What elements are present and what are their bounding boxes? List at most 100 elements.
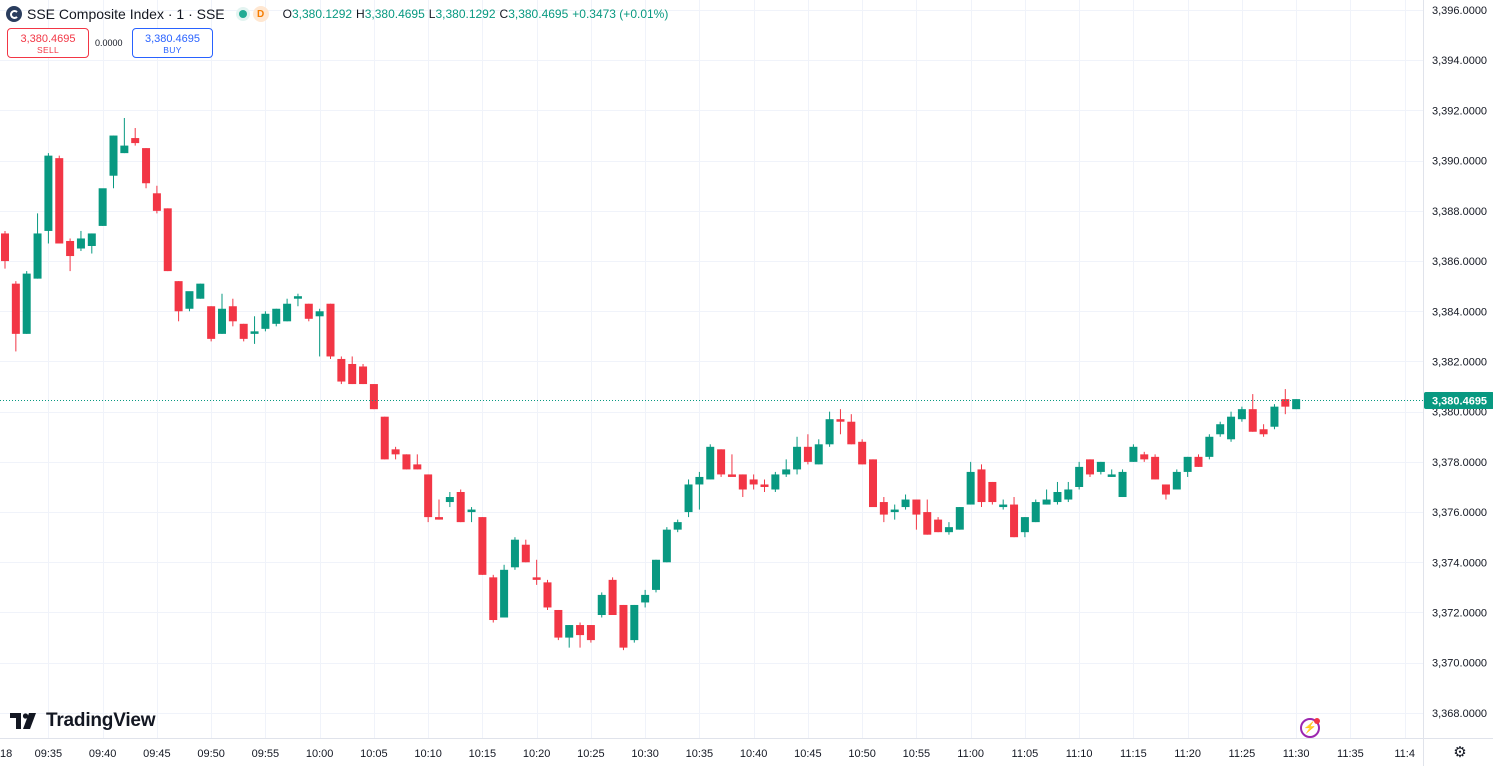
- sse-logo-icon: [6, 6, 22, 22]
- price-change: +0.3473 (+0.01%): [572, 7, 669, 21]
- candle: [261, 311, 270, 332]
- open-value: 3,380.1292: [291, 7, 353, 21]
- candle: [1237, 406, 1246, 422]
- x-tick-label: 11:20: [1174, 748, 1201, 760]
- candle: [76, 230, 85, 252]
- tradingview-logo[interactable]: TradingView: [10, 710, 156, 732]
- candle: [1216, 421, 1225, 437]
- candle-body: [1075, 466, 1084, 487]
- x-tick-label: 10:20: [523, 748, 551, 760]
- candle-body: [510, 539, 519, 568]
- x-tick-label: 09:45: [143, 748, 171, 760]
- candle-body: [1248, 409, 1257, 432]
- candle: [706, 444, 715, 480]
- candle: [218, 293, 226, 334]
- candle: [955, 507, 964, 530]
- candle: [738, 474, 747, 498]
- ohlc-low: L3,380.1292: [429, 7, 496, 21]
- candle-body: [879, 502, 888, 515]
- candle-body: [1227, 416, 1236, 440]
- candle: [1053, 481, 1062, 505]
- candle: [304, 303, 313, 322]
- candle: [510, 537, 519, 570]
- candle-body: [662, 529, 671, 563]
- lightning-icon[interactable]: ⚡: [1300, 718, 1320, 738]
- candle: [717, 449, 726, 477]
- candle: [814, 439, 823, 465]
- candle: [901, 494, 910, 510]
- candle: [641, 589, 650, 608]
- candle-body: [803, 446, 812, 462]
- candle-body: [207, 306, 216, 339]
- candle: [521, 539, 530, 563]
- candle-body: [814, 444, 823, 465]
- candle: [33, 213, 42, 279]
- x-tick-label: 10:00: [306, 748, 334, 760]
- sell-button[interactable]: 3,380.4695 SELL: [7, 28, 89, 58]
- timeframe-badge[interactable]: D: [252, 6, 269, 22]
- notification-dot: [1314, 718, 1320, 724]
- candle-body: [44, 155, 53, 231]
- candle-body: [66, 240, 75, 257]
- candle: [413, 454, 422, 470]
- sell-label: SELL: [37, 45, 59, 55]
- candle: [1075, 461, 1084, 490]
- candle-body: [261, 313, 270, 329]
- candle: [662, 527, 671, 563]
- candle: [1140, 451, 1149, 462]
- candle: [1161, 484, 1170, 500]
- symbol-title[interactable]: SSE Composite Index · 1 · SSE: [27, 6, 225, 22]
- candle: [966, 461, 975, 505]
- candle-body: [478, 517, 487, 575]
- candle-body: [1096, 461, 1105, 472]
- candle: [1064, 481, 1073, 503]
- candle-body: [55, 158, 64, 244]
- x-tick-label: 10:55: [903, 748, 931, 760]
- candle-body: [1140, 454, 1149, 460]
- candle-body: [304, 303, 313, 319]
- y-tick-label: 3,374.0000: [1432, 557, 1487, 569]
- y-tick-label: 3,370.0000: [1432, 658, 1487, 670]
- candle: [1205, 434, 1214, 460]
- candle: [1281, 389, 1290, 415]
- ohlc-open: O3,380.1292: [283, 7, 352, 21]
- candle: [120, 117, 129, 154]
- x-tick-label: 10:10: [414, 748, 442, 760]
- candle: [1227, 411, 1236, 442]
- candle-body: [120, 145, 129, 154]
- gear-icon[interactable]: ⚙: [1453, 744, 1467, 761]
- y-tick-label: 3,382.0000: [1432, 356, 1487, 368]
- candle: [98, 188, 107, 226]
- candle-body: [500, 569, 509, 618]
- candle-body: [22, 273, 31, 334]
- candle: [445, 492, 454, 508]
- candle: [424, 474, 433, 523]
- candle-body: [717, 449, 726, 475]
- candle: [760, 479, 769, 492]
- candle: [1270, 404, 1279, 430]
- y-tick-label: 3,372.0000: [1432, 607, 1487, 619]
- candle-body: [1020, 517, 1029, 533]
- candle: [825, 411, 834, 447]
- candle-body: [250, 331, 259, 334]
- candle-body: [185, 291, 194, 309]
- market-status-icon[interactable]: [238, 10, 247, 18]
- candle-body: [608, 579, 617, 615]
- candle-body: [239, 323, 248, 339]
- buy-button[interactable]: 3,380.4695 BUY: [132, 28, 213, 58]
- candle: [87, 233, 96, 254]
- candle: [174, 281, 183, 322]
- candle: [380, 416, 389, 460]
- candle: [597, 592, 606, 618]
- candle-body: [1172, 471, 1181, 490]
- candle-body: [98, 188, 107, 226]
- candle: [500, 564, 509, 618]
- candle-body: [521, 544, 530, 563]
- candle: [1129, 444, 1138, 462]
- candle-body: [283, 303, 292, 322]
- candle: [923, 499, 932, 535]
- candle-body: [163, 208, 172, 272]
